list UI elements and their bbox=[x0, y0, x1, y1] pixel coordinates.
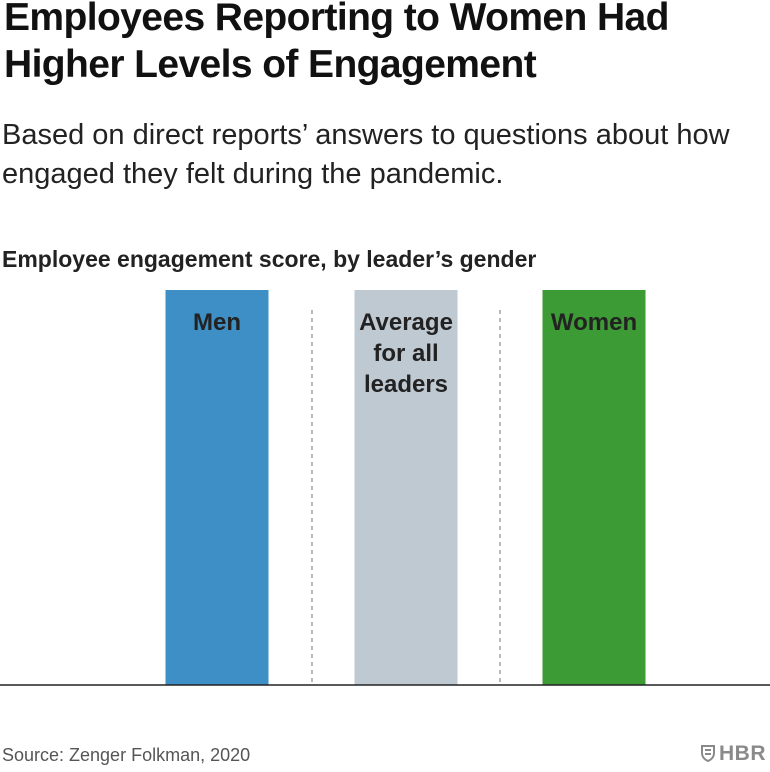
category-label-line: for all bbox=[373, 340, 438, 367]
category-label-2: Average for all leaders bbox=[359, 309, 453, 398]
chart-title: Employees Reporting to Women Had Higher … bbox=[4, 0, 669, 86]
bar-1 bbox=[165, 290, 269, 685]
hbr-logo: HBR bbox=[701, 742, 766, 766]
category-label-line: Women bbox=[551, 309, 637, 336]
source-note: Source: Zenger Folkman, 2020 bbox=[2, 745, 251, 765]
category-label-3: Women bbox=[551, 309, 637, 336]
category-label-line: leaders bbox=[364, 371, 448, 398]
chart-label: Employee engagement score, by leader’s g… bbox=[2, 246, 537, 272]
shield-icon bbox=[701, 745, 715, 763]
brand-name: HBR bbox=[719, 742, 766, 765]
bar-2 bbox=[354, 290, 458, 685]
category-label-1: Men bbox=[193, 309, 241, 336]
chart-subtitle: Based on direct reports’ answers to ques… bbox=[2, 119, 730, 190]
bar-chart: 49.2Men51.0Averagefor allleaders55.2Wome… bbox=[0, 290, 770, 686]
category-label-line: Average bbox=[359, 309, 453, 336]
category-label-line: Men bbox=[193, 309, 241, 336]
bar-3 bbox=[542, 290, 646, 685]
